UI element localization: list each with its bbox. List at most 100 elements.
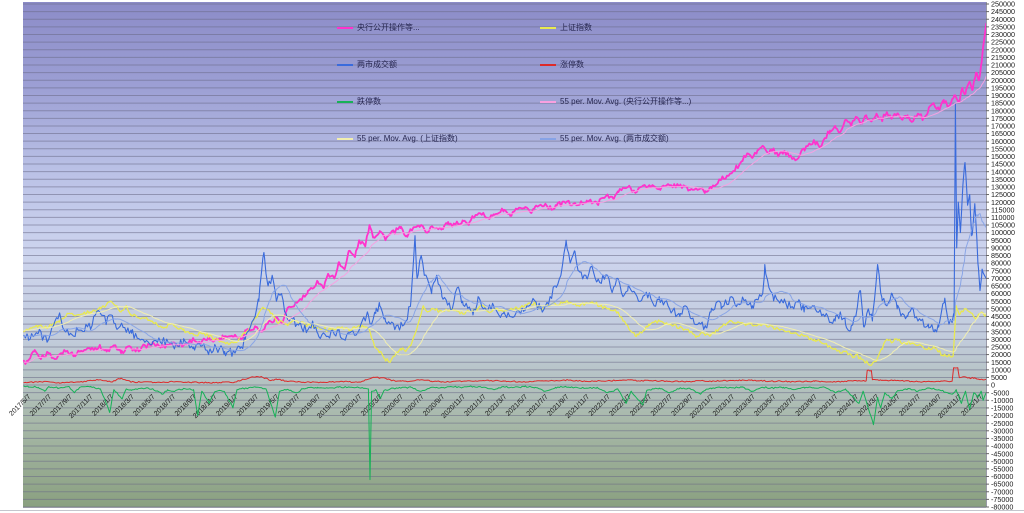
svg-text:225000: 225000: [991, 38, 1015, 47]
legend-label: 涨停数: [560, 60, 584, 69]
legend-swatch-shanghai-index: [540, 27, 556, 29]
series-line-4: [23, 385, 986, 481]
legend-label: 上证指数: [560, 23, 592, 32]
svg-text:50000: 50000: [991, 304, 1011, 313]
svg-text:200000: 200000: [991, 76, 1015, 85]
legend-item-ma-shanghai-index[interactable]: 55 per. Mov. Avg. (上证指数): [337, 134, 458, 144]
svg-text:145000: 145000: [991, 160, 1015, 169]
svg-text:180000: 180000: [991, 106, 1015, 115]
svg-text:230000: 230000: [991, 30, 1015, 39]
svg-text:85000: 85000: [991, 251, 1011, 260]
svg-text:30000: 30000: [991, 335, 1011, 344]
svg-text:150000: 150000: [991, 152, 1015, 161]
svg-text:-40000: -40000: [991, 442, 1013, 451]
legend-item-shanghai-index[interactable]: 上证指数: [540, 23, 592, 33]
series-line-3: [23, 367, 986, 384]
legend-item-central-bank-ops[interactable]: 央行公开操作等...: [337, 23, 420, 33]
svg-text:110000: 110000: [991, 213, 1014, 222]
svg-text:55000: 55000: [991, 297, 1011, 306]
svg-text:215000: 215000: [991, 53, 1015, 62]
svg-text:220000: 220000: [991, 45, 1015, 54]
gridlines: [23, 2, 987, 508]
svg-text:35000: 35000: [991, 327, 1011, 336]
svg-text:-75000: -75000: [991, 495, 1013, 504]
svg-text:-45000: -45000: [991, 449, 1013, 458]
svg-text:190000: 190000: [991, 91, 1015, 100]
svg-text:130000: 130000: [991, 183, 1015, 192]
svg-text:5000: 5000: [991, 373, 1007, 382]
y-axis-labels: 2500002450002400002350002300002250002200…: [986, 0, 1015, 512]
legend-label: 55 per. Mov. Avg. (央行公开操作等...): [560, 97, 692, 106]
legend-swatch-two-market-turnover: [337, 64, 353, 66]
legend-swatch-limit-down-count: [337, 101, 353, 103]
series-line-7: [23, 213, 986, 352]
svg-text:65000: 65000: [991, 282, 1011, 291]
svg-text:90000: 90000: [991, 243, 1011, 252]
legend-item-limit-down-count[interactable]: 跌停数: [337, 97, 381, 107]
svg-text:25000: 25000: [991, 343, 1011, 352]
svg-text:95000: 95000: [991, 236, 1011, 245]
svg-text:60000: 60000: [991, 289, 1011, 298]
svg-text:75000: 75000: [991, 266, 1011, 275]
svg-text:-70000: -70000: [991, 487, 1013, 496]
svg-text:-55000: -55000: [991, 464, 1013, 473]
legend-swatch-central-bank-ops: [337, 27, 353, 29]
legend-swatch-ma-shanghai-index: [337, 138, 353, 140]
data-series: [23, 22, 986, 481]
svg-text:210000: 210000: [991, 61, 1015, 70]
svg-text:165000: 165000: [991, 129, 1015, 138]
svg-text:240000: 240000: [991, 15, 1015, 24]
svg-text:45000: 45000: [991, 312, 1011, 321]
legend-swatch-ma-central-bank-ops: [540, 101, 556, 103]
svg-text:125000: 125000: [991, 190, 1015, 199]
svg-text:0: 0: [991, 381, 995, 390]
svg-text:160000: 160000: [991, 137, 1015, 146]
legend-item-limit-up-count[interactable]: 涨停数: [540, 60, 584, 70]
svg-text:120000: 120000: [991, 198, 1015, 207]
legend-item-ma-two-market-turnover[interactable]: 55 per. Mov. Avg. (两市成交额): [540, 134, 669, 144]
legend-swatch-ma-two-market-turnover: [540, 138, 556, 140]
svg-text:-35000: -35000: [991, 434, 1013, 443]
svg-text:-25000: -25000: [991, 419, 1013, 428]
legend-item-ma-central-bank-ops[interactable]: 55 per. Mov. Avg. (央行公开操作等...): [540, 97, 691, 107]
svg-text:80000: 80000: [991, 259, 1011, 268]
svg-text:20000: 20000: [991, 350, 1011, 359]
svg-text:105000: 105000: [991, 221, 1015, 230]
svg-text:-65000: -65000: [991, 480, 1013, 489]
legend-item-two-market-turnover[interactable]: 两市成交额: [337, 60, 397, 70]
svg-text:245000: 245000: [991, 7, 1015, 16]
svg-text:135000: 135000: [991, 175, 1015, 184]
svg-text:15000: 15000: [991, 358, 1011, 367]
legend-swatch-limit-up-count: [540, 64, 556, 66]
svg-text:205000: 205000: [991, 68, 1015, 77]
svg-text:-80000: -80000: [991, 503, 1013, 512]
svg-text:185000: 185000: [991, 99, 1015, 108]
svg-text:250000: 250000: [991, 0, 1015, 9]
legend-label: 55 per. Mov. Avg. (上证指数): [357, 134, 458, 143]
svg-text:-50000: -50000: [991, 457, 1013, 466]
legend-label: 跌停数: [357, 97, 381, 106]
svg-text:-60000: -60000: [991, 472, 1013, 481]
svg-text:-20000: -20000: [991, 411, 1013, 420]
legend-label: 两市成交额: [357, 60, 397, 69]
series-line-0: [23, 22, 986, 365]
svg-text:235000: 235000: [991, 22, 1015, 31]
svg-text:-10000: -10000: [991, 396, 1013, 405]
svg-text:10000: 10000: [991, 365, 1011, 374]
svg-text:-5000: -5000: [991, 388, 1009, 397]
svg-text:155000: 155000: [991, 144, 1015, 153]
svg-text:195000: 195000: [991, 83, 1015, 92]
legend-label: 55 per. Mov. Avg. (两市成交额): [560, 134, 669, 143]
svg-text:40000: 40000: [991, 320, 1011, 329]
svg-text:140000: 140000: [991, 167, 1015, 176]
svg-text:70000: 70000: [991, 274, 1011, 283]
legend-label: 央行公开操作等...: [357, 23, 420, 32]
svg-text:115000: 115000: [991, 205, 1014, 214]
svg-text:100000: 100000: [991, 228, 1015, 237]
svg-text:175000: 175000: [991, 114, 1015, 123]
svg-text:-30000: -30000: [991, 426, 1013, 435]
svg-text:170000: 170000: [991, 122, 1015, 131]
chart-bottom-border: [0, 510, 1024, 511]
